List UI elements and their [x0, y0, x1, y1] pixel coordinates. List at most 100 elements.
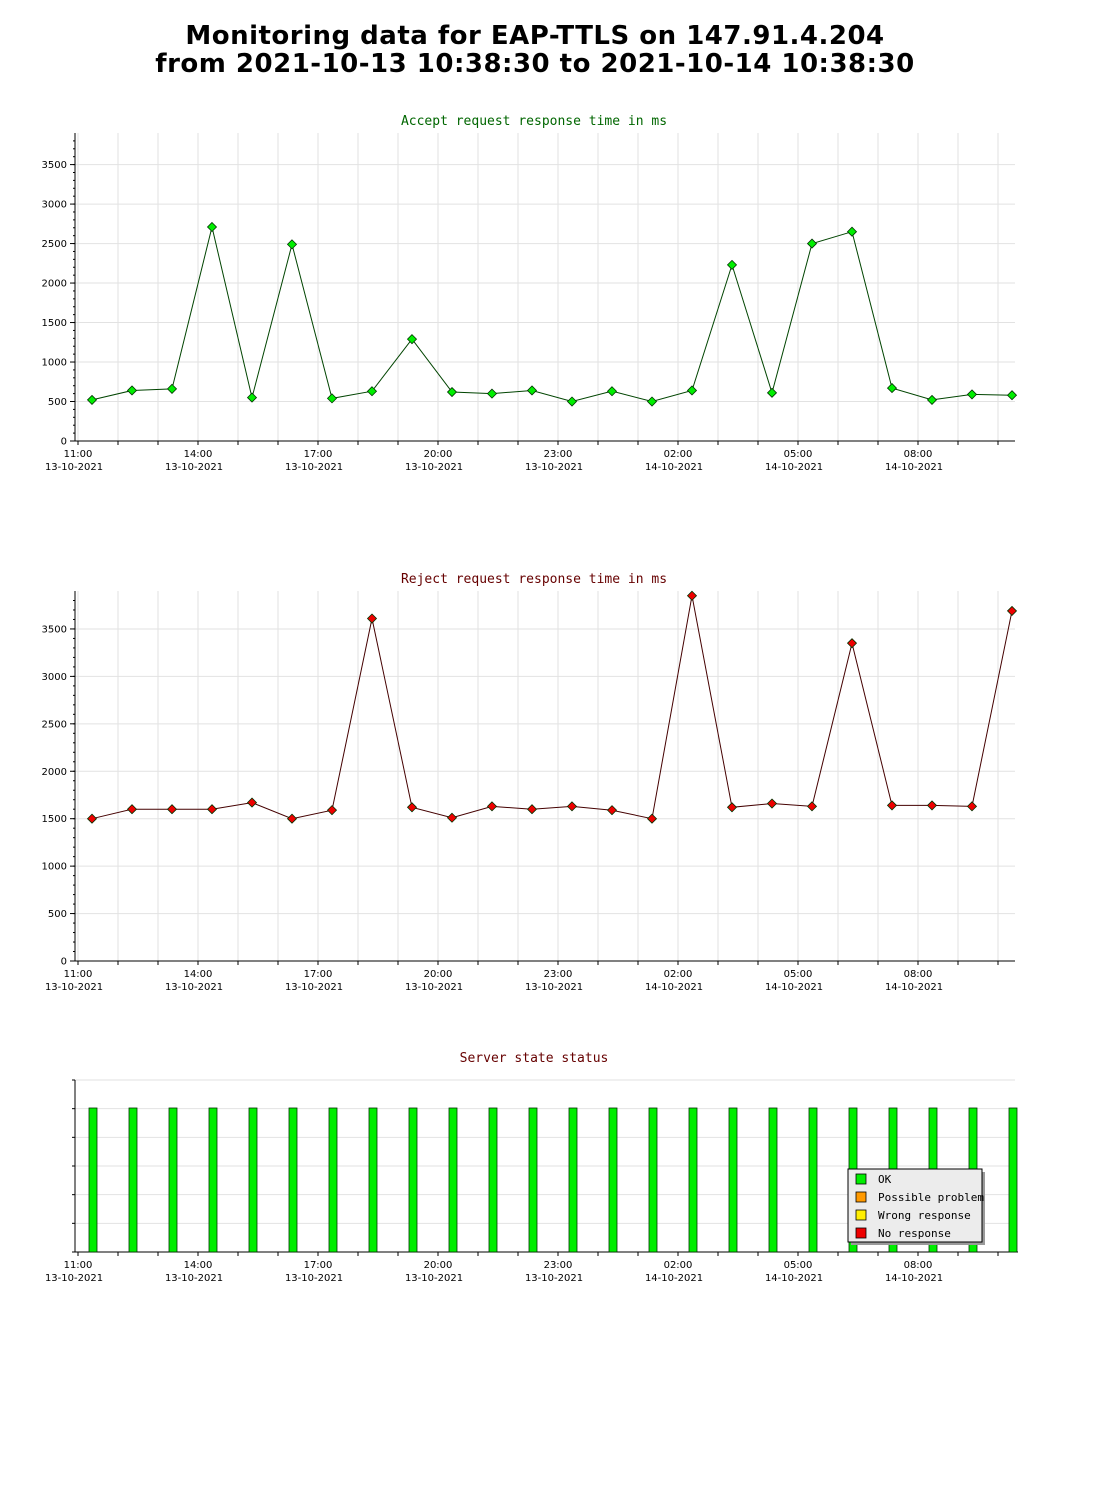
reject-chart-data-point — [406, 802, 418, 813]
status-chart-legend — [847, 1168, 983, 1243]
accept-chart-x-tick-time: 11:00 — [64, 449, 93, 460]
accept-chart-data-point — [326, 393, 338, 404]
page-title-line1: Monitoring data for EAP-TTLS on 147.91.4… — [185, 21, 885, 51]
status-chart-x-tick-time: 23:00 — [544, 1260, 573, 1271]
status-chart-x-tick-date: 13-10-2021 — [165, 1273, 223, 1284]
accept-chart-data-point — [486, 388, 498, 399]
accept-chart-data-point — [726, 259, 738, 270]
reject-chart-data-point — [726, 802, 738, 813]
reject-chart-data-point — [366, 613, 378, 624]
accept-chart-data-point — [86, 394, 98, 405]
accept-chart-data-point — [886, 383, 898, 394]
accept-chart-x-tick-date: 13-10-2021 — [165, 462, 223, 473]
page-title: Monitoring data for EAP-TTLS on 147.91.4… — [0, 22, 1070, 78]
status-chart-status-bar — [648, 1107, 658, 1253]
accept-chart-y-tick-label: 0 — [61, 437, 67, 448]
accept-chart-x-tick-time: 02:00 — [664, 449, 693, 460]
reject-chart-x-tick-time: 17:00 — [304, 969, 333, 980]
accept-chart-x-tick-time: 17:00 — [304, 449, 333, 460]
accept-chart-data-point — [286, 239, 298, 250]
status-chart-x-tick-time: 11:00 — [64, 1260, 93, 1271]
status-chart-status-bar — [88, 1107, 98, 1253]
accept-chart-data-point — [446, 386, 458, 398]
reject-chart-x-tick-time: 14:00 — [184, 969, 213, 980]
reject-chart-x-tick-time: 23:00 — [544, 969, 573, 980]
accept-chart-data-point — [526, 385, 538, 396]
accept-chart-series-line — [91, 226, 1013, 403]
status-chart-x-tick-date: 13-10-2021 — [525, 1273, 583, 1284]
accept-chart-x-tick-date: 14-10-2021 — [645, 462, 703, 473]
reject-chart-y-tick-label: 0 — [61, 957, 67, 968]
status-chart-x-tick-date: 13-10-2021 — [405, 1273, 463, 1284]
status-chart-status-bar — [728, 1107, 738, 1253]
accept-chart-y-tick-label: 2500 — [42, 239, 67, 250]
status-chart-status-bar — [808, 1107, 818, 1253]
status-chart-status-bar — [168, 1107, 178, 1253]
accept-chart-data-point — [246, 392, 258, 403]
reject-chart-data-point — [86, 813, 98, 824]
reject-chart-data-point — [646, 813, 658, 824]
reject-chart-data-point — [606, 805, 618, 816]
accept-chart-data-point — [406, 334, 418, 345]
status-chart-status-bar — [128, 1107, 138, 1253]
status-chart-status-bar — [368, 1107, 378, 1253]
accept-chart-data-point — [926, 394, 938, 405]
reject-chart-data-point — [286, 813, 298, 824]
accept-chart-data-point — [566, 396, 578, 407]
status-chart-status-bar — [408, 1107, 418, 1253]
accept-chart-y-tick-label: 3000 — [42, 200, 67, 211]
reject-chart-data-point — [926, 800, 938, 811]
reject-chart-data-point — [566, 801, 578, 812]
reject-chart-x-tick-time: 11:00 — [64, 969, 93, 980]
reject-response-chart: Reject request response time in ms 0 500 10… — [42, 572, 1018, 993]
reject-chart-y-tick-label: 2500 — [42, 719, 67, 730]
accept-chart-data-point — [766, 387, 778, 398]
status-chart-legend-swatch — [855, 1209, 867, 1221]
accept-chart-x-tick-date: 13-10-2021 — [405, 462, 463, 473]
status-chart-legend-swatch — [855, 1173, 867, 1185]
status-chart-x-tick-time: 02:00 — [664, 1260, 693, 1271]
reject-chart-data-point — [206, 804, 218, 815]
accept-chart-data-point — [646, 396, 658, 407]
accept-chart-x-tick-date: 14-10-2021 — [885, 462, 943, 473]
reject-chart-data-point — [886, 800, 898, 811]
status-chart-legend-label: Possible problem — [878, 1191, 984, 1204]
reject-chart-data-point — [966, 801, 978, 812]
status-chart-status-bar — [1008, 1107, 1018, 1253]
status-chart-status-bar — [328, 1107, 338, 1253]
status-chart-legend-label: OK — [878, 1173, 892, 1186]
accept-chart-y-tick-label: 1500 — [42, 318, 67, 329]
status-chart-status-bar — [568, 1107, 578, 1253]
reject-chart-data-point — [766, 798, 778, 809]
reject-chart-y-tick-label: 3500 — [42, 624, 67, 635]
status-chart-status-bar — [488, 1107, 498, 1253]
reject-chart-x-tick-date: 13-10-2021 — [525, 982, 583, 993]
status-chart-status-bar — [288, 1107, 298, 1253]
status-chart-legend-swatch — [855, 1191, 867, 1203]
accept-chart-data-point — [686, 385, 698, 396]
reject-chart-x-tick-date: 13-10-2021 — [405, 982, 463, 993]
status-chart-status-bar — [528, 1107, 538, 1253]
reject-chart-x-tick-date: 14-10-2021 — [885, 982, 943, 993]
accept-chart-x-tick-date: 13-10-2021 — [45, 462, 103, 473]
accept-chart-x-tick-date: 13-10-2021 — [285, 462, 343, 473]
reject-chart-data-point — [326, 805, 338, 816]
reject-chart-data-point — [806, 801, 818, 812]
status-chart-x-tick-date: 14-10-2021 — [765, 1273, 823, 1284]
accept-chart-x-tick-time: 08:00 — [904, 449, 933, 460]
status-chart-x-tick-time: 05:00 — [784, 1260, 813, 1271]
accept-chart-data-point — [206, 221, 218, 233]
accept-chart-y-tick-label: 3500 — [42, 160, 67, 171]
accept-chart-title: Accept request response time in ms — [401, 114, 667, 129]
status-chart-legend-label: No response — [878, 1227, 951, 1240]
status-chart-x-tick-time: 17:00 — [304, 1260, 333, 1271]
reject-chart-y-tick-label: 1000 — [42, 862, 67, 873]
status-chart-x-tick-time: 08:00 — [904, 1260, 933, 1271]
status-chart-status-bar — [248, 1107, 258, 1253]
reject-chart-data-point — [166, 804, 178, 815]
reject-chart-data-point — [246, 797, 258, 808]
reject-chart-data-point — [1006, 605, 1018, 616]
status-chart-legend-label: Wrong response — [878, 1209, 971, 1222]
reject-chart-y-tick-label: 500 — [48, 909, 67, 920]
reject-chart-data-point — [846, 638, 858, 649]
